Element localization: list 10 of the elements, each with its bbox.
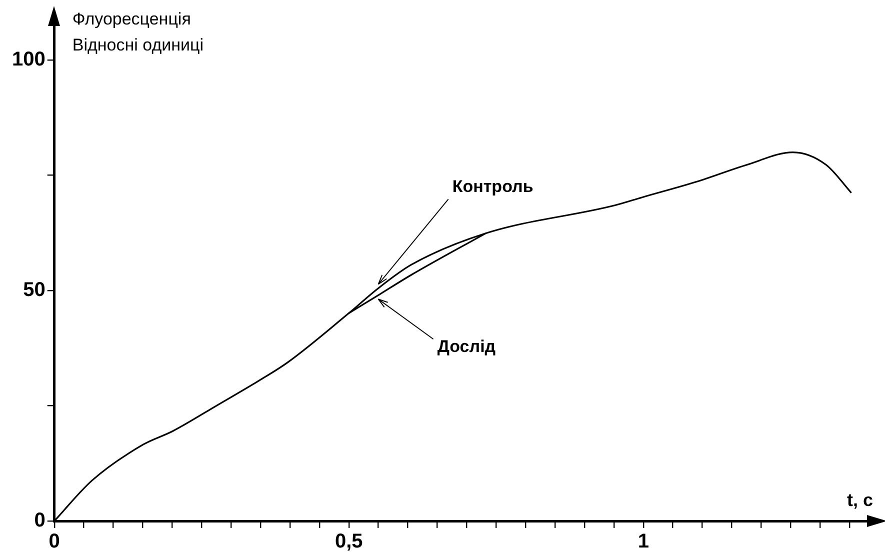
x-axis-title: t, с	[846, 490, 873, 510]
x-tick-label: 0,5	[334, 530, 363, 553]
y-tick-label: 50	[23, 279, 46, 302]
y-tick-label: 0	[34, 510, 46, 532]
x-tick-label: 0	[48, 530, 60, 553]
text: Дослід	[437, 336, 496, 356]
x-tick-label: 1	[638, 530, 649, 553]
y-axis-title: Флуоресценція Відносні одиниці	[72, 10, 204, 55]
series-label: Контроль	[452, 176, 534, 196]
y-tick-label: 100	[12, 48, 46, 71]
